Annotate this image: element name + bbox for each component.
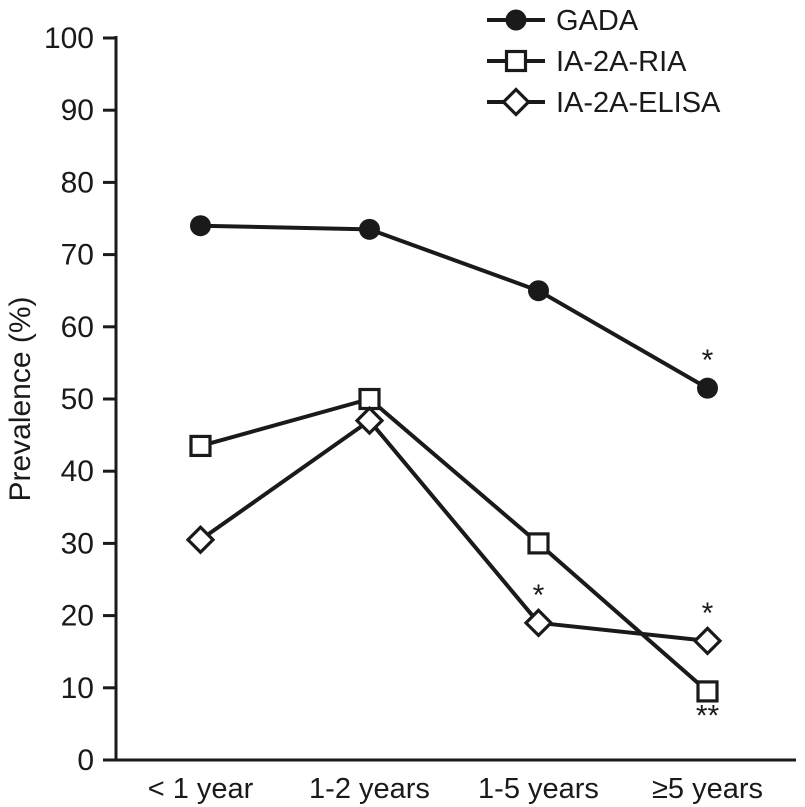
marker-IA-2A-ELISA-3 [692, 626, 723, 656]
marker-IA-2A-RIA-1 [358, 387, 381, 411]
y-tick-label: 60 [61, 311, 94, 344]
x-tick-label: 1-5 years [478, 773, 599, 805]
y-tick-label: 80 [61, 166, 94, 199]
legend-label-IA-2A-ELISA: IA-2A-ELISA [556, 87, 721, 119]
series-line-IA-2A-RIA [199, 397, 709, 693]
marker-GADA-3 [697, 377, 718, 399]
marker-GADA-1 [359, 218, 380, 240]
legend-marker-IA-2A-ELISA [501, 87, 531, 117]
legend-marker-GADA [505, 9, 527, 31]
y-tick-label: 20 [61, 600, 94, 633]
x-tick-label: 1-2 years [309, 773, 430, 805]
y-tick-label: 70 [61, 239, 94, 272]
y-tick-label: 90 [61, 94, 94, 127]
x-tick-label: < 1 year [148, 773, 254, 805]
marker-IA-2A-RIA-2 [527, 532, 550, 555]
x-tick-label: ≥5 years [652, 773, 763, 805]
marker-IA-2A-ELISA-0 [185, 525, 216, 555]
y-tick-label: 100 [44, 22, 94, 55]
marker-GADA-2 [528, 280, 549, 302]
series-line-IA-2A-ELISA [199, 418, 708, 643]
significance-marker: * [533, 579, 545, 612]
marker-IA-2A-ELISA-2 [523, 608, 554, 638]
marker-IA-2A-ELISA-1 [354, 405, 385, 436]
marker-GADA-0 [190, 215, 211, 237]
y-tick-label: 10 [61, 672, 94, 705]
y-tick-label: 40 [61, 455, 94, 488]
significance-marker: * [702, 597, 714, 630]
marker-IA-2A-RIA-3 [696, 680, 719, 703]
legend-marker-IA-2A-RIA [504, 49, 528, 73]
y-tick-label: 30 [61, 527, 94, 560]
y-tick-label: 50 [61, 383, 94, 416]
series-line-GADA [200, 223, 709, 390]
legend-label-GADA: GADA [556, 5, 639, 37]
legend-label-IA-2A-RIA: IA-2A-RIA [556, 46, 687, 78]
significance-marker: * [702, 344, 714, 377]
significance-marker: ** [696, 699, 720, 732]
marker-IA-2A-RIA-0 [189, 434, 212, 458]
y-tick-label: 0 [77, 744, 94, 777]
y-axis-label: Prevalence (%) [4, 296, 37, 501]
